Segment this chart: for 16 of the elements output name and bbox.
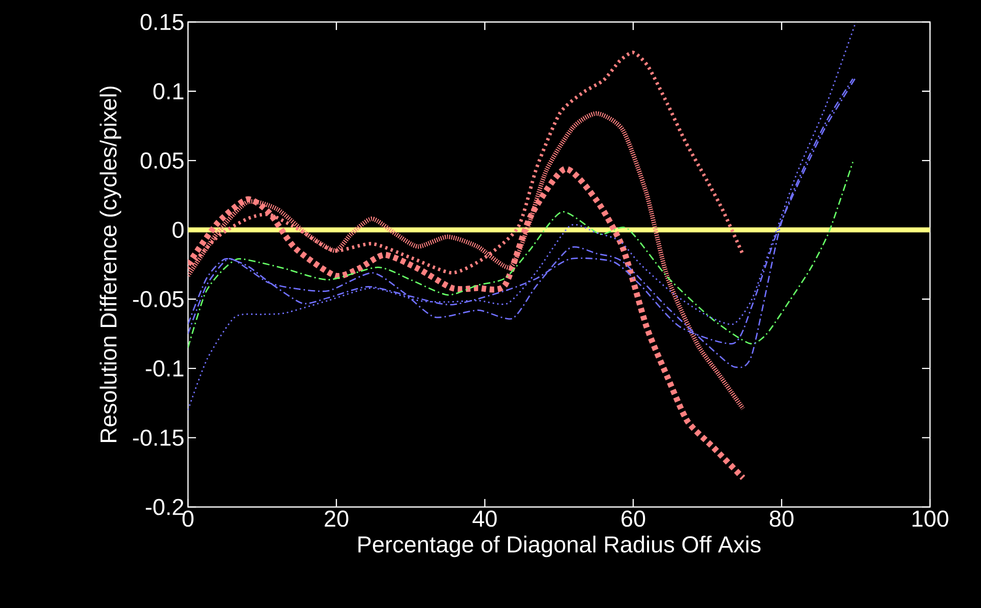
x-tick-label: 80 (770, 510, 794, 527)
x-axis-title: Percentage of Diagonal Radius Off Axis (358, 536, 761, 558)
y-tick-label: -0.05 (133, 290, 184, 308)
y-tick-label: 0.15 (140, 14, 184, 30)
y-tick-label: -0.2 (146, 498, 184, 516)
x-tick-label: 60 (622, 510, 646, 527)
y-axis-title: Resolution Difference (cycles/pixel) (100, 86, 122, 442)
y-tick-label: -0.1 (146, 360, 184, 377)
y-tick-label: -0.15 (133, 430, 184, 446)
y-tick-label: 0.05 (140, 152, 184, 169)
y-tick-label: 0.1 (153, 83, 184, 100)
x-tick-label: 40 (472, 510, 497, 527)
x-tick-label: 100 (912, 510, 948, 527)
y-tick-label: 0 (172, 222, 184, 238)
x-tick-label: 0 (182, 510, 194, 527)
x-tick-label: 20 (324, 510, 348, 527)
